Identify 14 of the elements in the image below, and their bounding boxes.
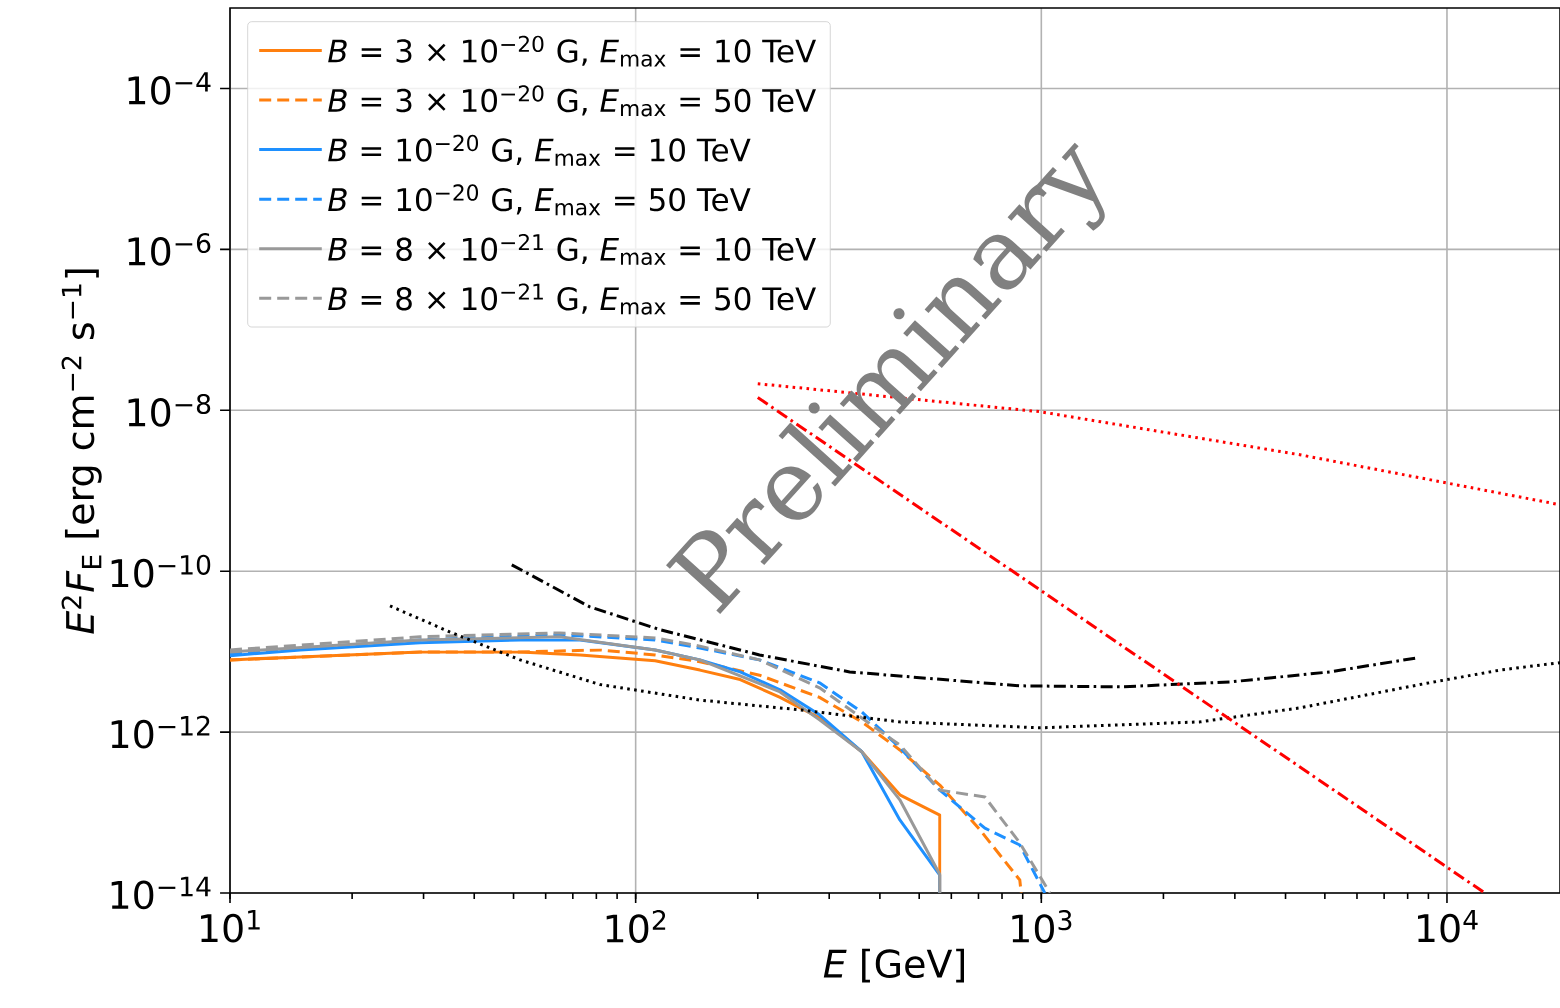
x-tick-label: 10$^{1}$: [201, 910, 260, 943]
y-tick-label: 10$^{−10}$: [111, 554, 211, 588]
x-axis-title: E [GeV]: [823, 948, 964, 983]
y-tick-label: 10$^{−12}$: [111, 715, 210, 749]
x-tick-label: 10$^{2}$: [606, 910, 666, 943]
legend-label: B = 3 × 10$^{−20}$ G, E$_{max}$ = 10 TeV: [328, 35, 817, 67]
x-tick-label: 10$^{3}$: [1012, 910, 1072, 943]
y-tick-label: 10$^{−8}$: [128, 393, 211, 427]
legend-label: B = 3 × 10$^{−20}$ G, E$_{max}$ = 50 TeV: [328, 85, 817, 117]
x-tick-label: 10$^{4}$: [1418, 910, 1478, 943]
y-tick-label: 10$^{−6}$: [128, 232, 211, 266]
text: E$^{2}$F$_{E}$ [erg cm$^{−2}$ s$^{−1}$]: [61, 269, 102, 634]
y-tick-label: 10$^{−4}$: [128, 72, 211, 105]
y-tick-label: 10$^{−14}$: [111, 876, 211, 910]
